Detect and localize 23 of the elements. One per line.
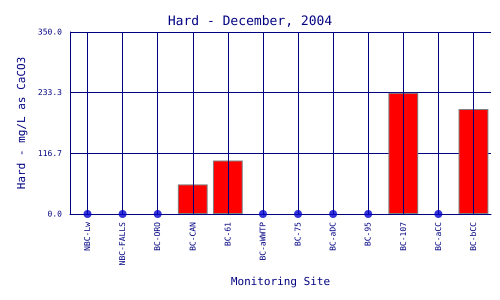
y-tick-label: 233.3 bbox=[38, 88, 62, 98]
bar bbox=[458, 108, 488, 214]
chart-title: Hard - December, 2004 bbox=[168, 14, 332, 29]
y-tick-label: 350.0 bbox=[38, 28, 62, 36]
x-tick-label: BC-107 bbox=[398, 222, 408, 251]
bar bbox=[388, 92, 418, 214]
bar bbox=[178, 184, 208, 214]
x-axis-title: Monitoring Site bbox=[230, 275, 330, 288]
bar bbox=[212, 160, 243, 214]
x-tick-label: BC-aDC bbox=[328, 222, 338, 251]
x-tick-label: BC-aWWTP bbox=[258, 222, 268, 261]
x-tick-label: BC-bCC bbox=[468, 222, 478, 251]
y-tick-label: 0.0 bbox=[48, 210, 62, 218]
y-axis-title: Hard - mg/L as CaCO3 bbox=[15, 56, 28, 190]
x-tick-label: BC-ORO bbox=[153, 222, 162, 251]
x-tick-label: BC-75 bbox=[294, 222, 303, 246]
x-tick-label: NBC-FALLS bbox=[118, 222, 128, 266]
x-tick-label: BC-95 bbox=[364, 222, 373, 246]
x-tick-label: BC-aCC bbox=[434, 222, 443, 251]
x-tick-label: BC-CAN bbox=[188, 222, 198, 251]
x-tick-label: BC-61 bbox=[223, 222, 232, 246]
x-tick-label: NBC-Lw bbox=[83, 222, 92, 251]
y-tick-label: 116.7 bbox=[38, 148, 62, 158]
